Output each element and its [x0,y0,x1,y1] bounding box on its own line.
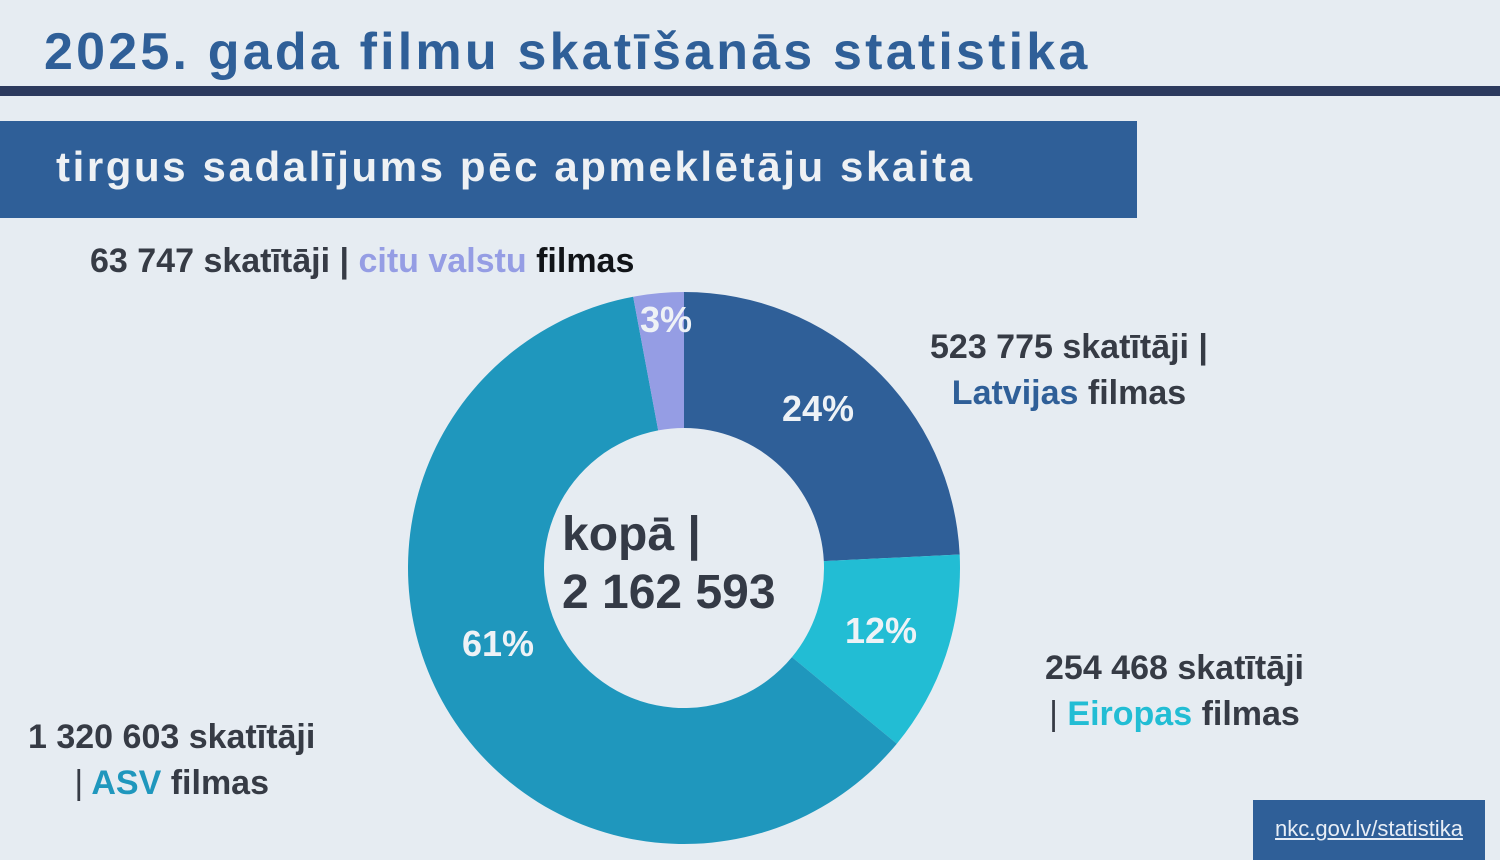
pct-label-other: 3% [639,299,693,340]
page-title: 2025. gada filmu skatīšanās statistika [44,23,1091,81]
callout-europe: 254 468 skatītāji | Eiropas filmas [1045,645,1304,737]
pct-label-usa: 61% [461,623,535,664]
slice-europe [791,554,960,744]
footer-badge: nkc.gov.lv/statistika [1253,800,1485,860]
callout-other-category: citu valstu [358,242,527,280]
callout-usa-suffix: filmas [170,764,269,802]
callout-europe-category: Eiropas [1067,695,1193,733]
total-label: kopā | 2 162 593 [562,506,776,622]
callout-usa: 1 320 603 skatītāji | ASV filmas [28,714,315,806]
callout-other-suffix: filmas [536,242,635,280]
callout-europe-count: 254 468 skatītāji [1045,649,1304,687]
statistics-link[interactable]: nkc.gov.lv/statistika [1275,816,1463,841]
callout-latvia-suffix: filmas [1087,374,1187,412]
subtitle-text: tirgus sadalījums pēc apmeklētāju skaita [56,143,975,190]
total-caption: kopā | [562,508,701,561]
slice-usa [407,296,897,844]
callout-latvia-category: Latvijas [951,374,1079,412]
callout-usa-pipe: | [74,764,84,802]
slice-latvia [684,292,960,562]
callout-other-count: 63 747 skatītāji | [90,242,350,280]
subtitle-banner: tirgus sadalījums pēc apmeklētāju skaita [0,121,1137,218]
callout-usa-category: ASV [91,764,162,802]
title-divider [0,86,1500,96]
callout-europe-pipe: | [1049,695,1058,733]
pct-label-europe: 12% [844,610,918,651]
pct-label-latvia: 24% [781,388,855,429]
callout-usa-count: 1 320 603 skatītāji [28,718,316,756]
callout-other: 63 747 skatītāji | citu valstu filmas [90,238,634,284]
callout-latvia: 523 775 skatītāji | Latvijas filmas [930,324,1208,416]
slice-other [633,292,684,431]
total-value: 2 162 593 [562,566,776,619]
callout-latvia-count: 523 775 skatītāji | [930,328,1208,366]
callout-europe-suffix: filmas [1201,695,1300,733]
